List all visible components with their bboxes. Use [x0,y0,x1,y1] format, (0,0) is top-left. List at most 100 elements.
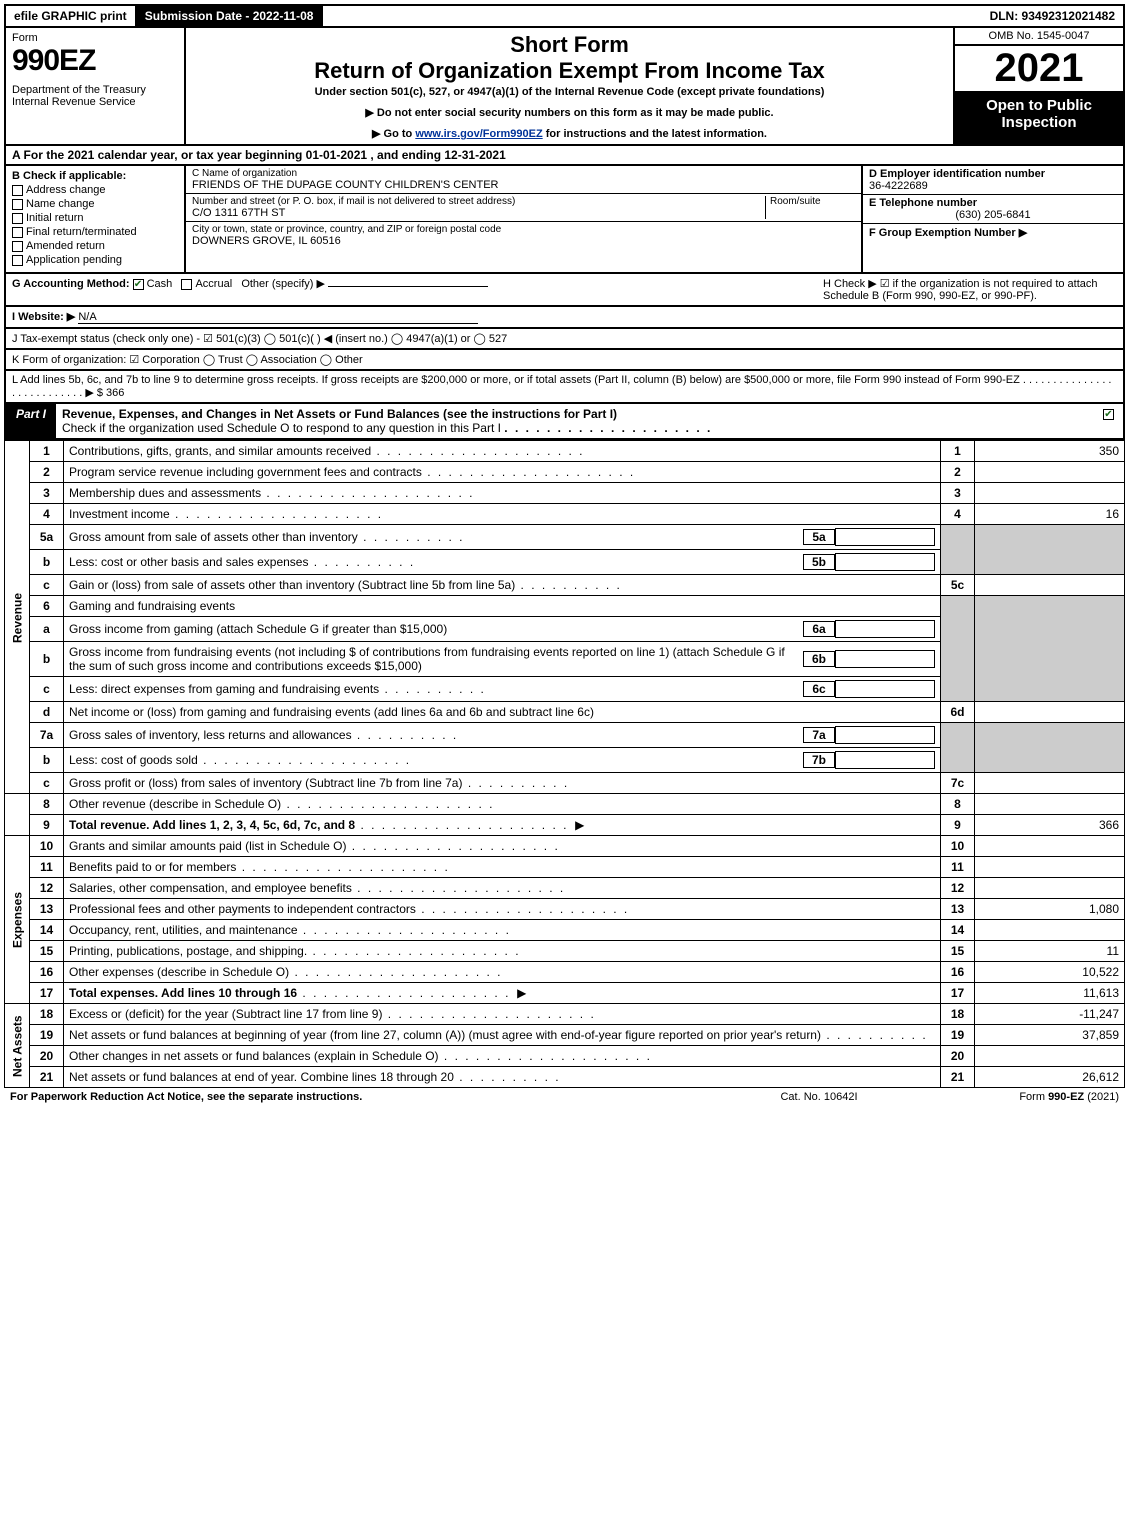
h-schedule-b: H Check ▶ ☑ if the organization is not r… [817,277,1117,302]
d-ein-row: D Employer identification number 36-4222… [863,166,1123,195]
ln7b-val[interactable] [835,751,935,769]
ln7c-amt [975,773,1125,794]
ln11-amt [975,857,1125,878]
c-name-row: C Name of organization FRIENDS OF THE DU… [186,166,861,194]
header-left: Form 990EZ Department of the Treasury In… [6,28,186,144]
ln10-text: Grants and similar amounts paid (list in… [64,836,941,857]
header-center: Short Form Return of Organization Exempt… [186,28,953,144]
ln2-amt [975,462,1125,483]
ln4-text: Investment income [64,504,941,525]
ln1-box: 1 [941,441,975,462]
ln5a-val[interactable] [835,528,935,546]
top-bar: efile GRAPHIC print Submission Date - 20… [4,4,1125,28]
col-b: B Check if applicable: Address change Na… [6,166,186,272]
form-label: Form [12,32,178,44]
b-header: B Check if applicable: [12,170,178,182]
ln21-amt: 26,612 [975,1067,1125,1088]
submission-date: Submission Date - 2022-11-08 [137,6,324,26]
page-footer: For Paperwork Reduction Act Notice, see … [4,1088,1125,1106]
g-label: G Accounting Method: [12,278,130,290]
ln11-text: Benefits paid to or for members [64,857,941,878]
under-section: Under section 501(c), 527, or 4947(a)(1)… [192,86,947,98]
ln5c-text: Gain or (loss) from sale of assets other… [64,575,941,596]
ln18-amt: -11,247 [975,1004,1125,1025]
e-phone-row: E Telephone number (630) 205-6841 [863,195,1123,224]
ln20-text: Other changes in net assets or fund bala… [64,1046,941,1067]
ln6d-amt [975,702,1125,723]
dln: DLN: 93492312021482 [982,6,1123,26]
ln6b: Gross income from fundraising events (no… [64,642,941,677]
ln1-amt: 350 [975,441,1125,462]
ln16-amt: 10,522 [975,962,1125,983]
expenses-sidelabel: Expenses [5,836,30,1004]
part-i-title: Revenue, Expenses, and Changes in Net As… [56,404,1097,438]
b-opt-name[interactable]: Name change [12,198,178,210]
col-c: C Name of organization FRIENDS OF THE DU… [186,166,863,272]
b-opt-amended[interactable]: Amended return [12,240,178,252]
part-i-tab: Part I [6,404,56,438]
b-opt-address[interactable]: Address change [12,184,178,196]
tax-year: 2021 [955,46,1123,91]
revenue-sidelabel: Revenue [5,441,30,794]
note-ssn: ▶ Do not enter social security numbers o… [192,106,947,119]
g-cash: Cash [147,278,173,290]
ln17-amt: 11,613 [975,983,1125,1004]
form-number: 990EZ [12,44,178,78]
row-i: I Website: ▶ N/A [4,307,1125,329]
ln6a-val[interactable] [835,620,935,638]
ln19-text: Net assets or fund balances at beginning… [64,1025,941,1046]
ln18-text: Excess or (deficit) for the year (Subtra… [64,1004,941,1025]
ln21-text: Net assets or fund balances at end of ye… [64,1067,941,1088]
ln6c-val[interactable] [835,680,935,698]
omb-number: OMB No. 1545-0047 [955,28,1123,46]
ln1-text: Contributions, gifts, grants, and simila… [64,441,941,462]
b-opt-pending[interactable]: Application pending [12,254,178,266]
irs-link[interactable]: www.irs.gov/Form990EZ [415,128,542,140]
e-label: E Telephone number [869,197,977,209]
f-label: F Group Exemption Number ▶ [869,227,1027,239]
org-name: FRIENDS OF THE DUPAGE COUNTY CHILDREN'S … [192,179,855,191]
ln14-text: Occupancy, rent, utilities, and maintena… [64,920,941,941]
ln15-amt: 11 [975,941,1125,962]
shade-5 [941,525,975,575]
ln6-text: Gaming and fundraising events [64,596,941,617]
row-j: J Tax-exempt status (check only one) - ☑… [4,329,1125,350]
shade-6 [941,596,975,702]
g-accounting: G Accounting Method: Cash Accrual Other … [12,277,817,302]
ln5b-val[interactable] [835,553,935,571]
footer-center: Cat. No. 10642I [719,1091,919,1103]
website-value: N/A [78,311,478,324]
netassets-sidelabel: Net Assets [5,1004,30,1088]
part-i-sub: Check if the organization used Schedule … [62,421,501,435]
ln7a-val[interactable] [835,726,935,744]
ln2-text: Program service revenue including govern… [64,462,941,483]
ln9-amt: 366 [975,815,1125,836]
part-i-bar: Part I Revenue, Expenses, and Changes in… [4,404,1125,440]
b-opt-initial[interactable]: Initial return [12,212,178,224]
b-opt-final[interactable]: Final return/terminated [12,226,178,238]
room-label: Room/suite [770,196,855,207]
f-group-row: F Group Exemption Number ▶ [863,224,1123,241]
line-a: A For the 2021 calendar year, or tax yea… [4,146,1125,166]
part-i-check[interactable] [1097,404,1123,438]
ln4-amt: 16 [975,504,1125,525]
phone-value: (630) 205-6841 [869,209,1117,221]
short-form-title: Short Form [192,32,947,58]
g-accrual-check[interactable] [181,279,192,290]
row-k: K Form of organization: ☑ Corporation ◯ … [4,350,1125,371]
g-cash-check[interactable] [133,279,144,290]
g-other-blank[interactable] [328,286,488,287]
row-l: L Add lines 5b, 6c, and 7b to line 9 to … [4,371,1125,404]
row-g-h: G Accounting Method: Cash Accrual Other … [4,274,1125,307]
i-label: I Website: ▶ [12,311,75,323]
note-goto: ▶ Go to www.irs.gov/Form990EZ for instru… [192,127,947,140]
ln6c: Less: direct expenses from gaming and fu… [64,677,941,702]
g-other: Other (specify) ▶ [241,278,325,290]
ln14-amt [975,920,1125,941]
ln1-num: 1 [30,441,64,462]
ln3-amt [975,483,1125,504]
form-header: Form 990EZ Department of the Treasury In… [4,28,1125,146]
ln9-text: Total revenue. Add lines 1, 2, 3, 4, 5c,… [64,815,941,836]
ln6b-val[interactable] [835,650,935,668]
c-addr-row: Number and street (or P. O. box, if mail… [186,194,861,222]
